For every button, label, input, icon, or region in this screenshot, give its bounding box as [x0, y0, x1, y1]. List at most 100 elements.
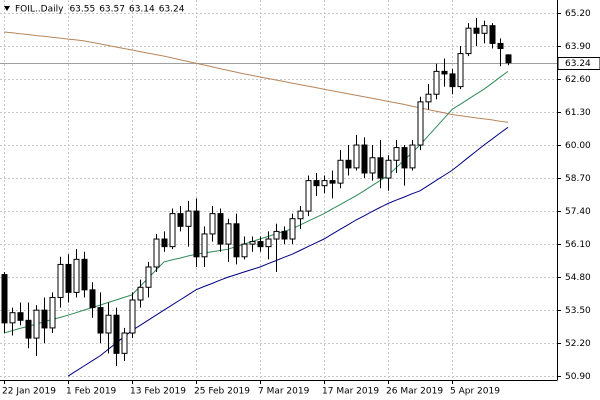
candle-body: [97, 307, 104, 334]
candle-body: [57, 263, 64, 298]
candle-body: [289, 218, 296, 240]
candle-body: [89, 289, 96, 309]
candle-body: [489, 25, 496, 44]
candle-body: [265, 238, 272, 248]
header-value: 63.55: [69, 5, 95, 15]
candle-body: [305, 180, 312, 212]
y-tick-label: 54.80: [565, 273, 591, 283]
candle-body: [17, 312, 24, 321]
candle-body: [217, 213, 224, 245]
candle-body: [73, 258, 80, 293]
current-price-box: [557, 57, 600, 70]
candle-body: [497, 42, 504, 50]
candle-body: [9, 312, 16, 324]
x-tick-label: 25 Feb 2019: [194, 387, 250, 397]
candle-body: [481, 25, 488, 34]
candle-body: [209, 213, 216, 235]
x-tick-label: 7 Mar 2019: [258, 387, 310, 397]
candle-body: [505, 54, 512, 64]
y-tick-label: 61.30: [565, 108, 591, 118]
y-tick-label: 65.20: [565, 9, 591, 19]
chart-title: FOIL..Daily: [15, 5, 64, 15]
header-value: 63.14: [129, 5, 155, 15]
candle-body: [65, 263, 72, 293]
x-tick-label: 17 Mar 2019: [322, 387, 379, 397]
candle-body: [185, 210, 192, 227]
candle-body: [425, 93, 432, 103]
candle-body: [193, 210, 200, 258]
candle-body: [353, 144, 360, 169]
x-tick-label: 5 Apr 2019: [450, 387, 500, 397]
candle-body: [297, 210, 304, 220]
candle-body: [433, 70, 440, 95]
candle-body: [81, 258, 88, 291]
candle-body: [457, 53, 464, 88]
candle-body: [273, 230, 280, 240]
candle-body: [249, 241, 256, 245]
candle-body: [113, 314, 120, 354]
candle-body: [25, 319, 32, 339]
candle-body: [233, 223, 240, 258]
current-price-label: 63.24: [565, 59, 591, 69]
candle-body: [473, 27, 480, 34]
candle-body: [257, 241, 264, 248]
y-tick-label: 63.90: [565, 42, 591, 52]
candle-body: [361, 144, 368, 174]
candle-body: [145, 266, 152, 288]
header-value: 63.24: [159, 5, 185, 15]
header-ohlc: 63.55 63.57 63.14 63.24: [69, 5, 184, 15]
candle-body: [241, 243, 248, 258]
axes: 50.90 52.20 53.50 54.80 56.10 57.40 58.70 60.00…: [2, 9, 600, 397]
candle-body: [449, 73, 456, 88]
candle-body: [465, 27, 472, 55]
candle-body: [345, 159, 352, 169]
x-tick-label: 1 Feb 2019: [66, 387, 117, 397]
candle-body: [441, 70, 448, 75]
candle-body: [369, 157, 376, 174]
candle-body: [329, 180, 336, 184]
candle-body: [153, 238, 160, 268]
candle-body: [321, 180, 328, 187]
candle-body: [41, 309, 48, 329]
candle-body: [393, 147, 400, 161]
y-tick-label: 53.50: [565, 306, 591, 316]
header-arrow: [4, 6, 10, 11]
candle-body: [49, 296, 56, 329]
candle-body: [137, 286, 144, 301]
header-value: 63.57: [99, 5, 125, 15]
moving-average-line: [3, 31, 509, 123]
moving-average-line: [3, 70, 509, 334]
candle-body: [225, 223, 232, 245]
y-tick-label: 58.70: [565, 174, 591, 184]
moving-averages: [3, 31, 509, 377]
candle-body: [121, 332, 128, 354]
y-tick-label: 50.90: [565, 372, 591, 382]
y-tick-label: 60.00: [565, 141, 591, 151]
candle-body: [169, 213, 176, 248]
candle-body: [401, 147, 408, 169]
candle-body: [281, 230, 288, 240]
x-tick-label: 13 Feb 2019: [130, 387, 186, 397]
y-tick-label: 57.40: [565, 207, 591, 217]
x-tick-label: 22 Jan 2019: [2, 387, 56, 397]
candle-body: [1, 274, 8, 324]
candle-body: [377, 157, 384, 179]
y-tick-label: 56.10: [565, 240, 591, 250]
y-tick-label: 52.20: [565, 339, 591, 349]
y-tick-label: 62.60: [565, 75, 591, 85]
candle-body: [417, 101, 424, 146]
x-tick-label: 26 Mar 2019: [386, 387, 443, 397]
candle-body: [33, 309, 40, 339]
candle-body: [385, 159, 392, 179]
candle-body: [161, 238, 168, 248]
candle-body: [105, 314, 112, 334]
candles: [1, 18, 512, 367]
moving-average-line: [67, 126, 509, 377]
candle-body: [313, 180, 320, 187]
candle-body: [201, 233, 208, 258]
candle-body: [337, 159, 344, 184]
candle-body: [177, 213, 184, 227]
candle-body: [409, 144, 416, 169]
candle-body: [129, 299, 136, 334]
